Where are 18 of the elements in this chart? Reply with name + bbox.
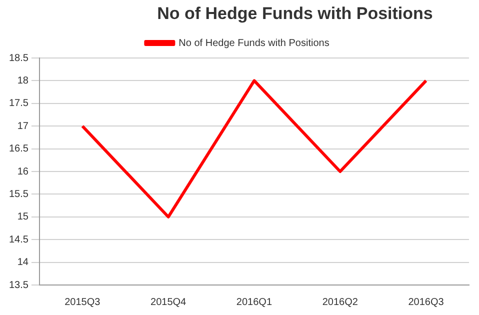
x-tick-label: 2016Q1 bbox=[236, 296, 272, 308]
y-tick-label: 14 bbox=[17, 257, 29, 268]
y-tick-label: 15.5 bbox=[8, 188, 29, 200]
chart-title: No of Hedge Funds with Positions bbox=[156, 4, 434, 24]
legend-label: No of Hedge Funds with Positions bbox=[178, 38, 330, 49]
y-tick-label: 14.5 bbox=[8, 234, 29, 246]
x-tick-label: 2016Q3 bbox=[408, 296, 444, 308]
x-tick-label: 2015Q4 bbox=[150, 296, 187, 308]
y-tick-label: 17.5 bbox=[8, 98, 29, 110]
y-tick-label: 16 bbox=[17, 166, 29, 178]
y-tick-label: 16.5 bbox=[8, 144, 29, 155]
x-tick-label: 2016Q2 bbox=[322, 296, 358, 308]
y-tick-label: 18 bbox=[17, 75, 29, 86]
y-tick-label: 17 bbox=[17, 120, 29, 132]
y-tick-label: 15 bbox=[17, 212, 29, 223]
y-tick-label: 13.5 bbox=[8, 280, 29, 291]
y-tick-label: 18.5 bbox=[8, 52, 29, 64]
x-tick-label: 2015Q3 bbox=[64, 296, 101, 308]
